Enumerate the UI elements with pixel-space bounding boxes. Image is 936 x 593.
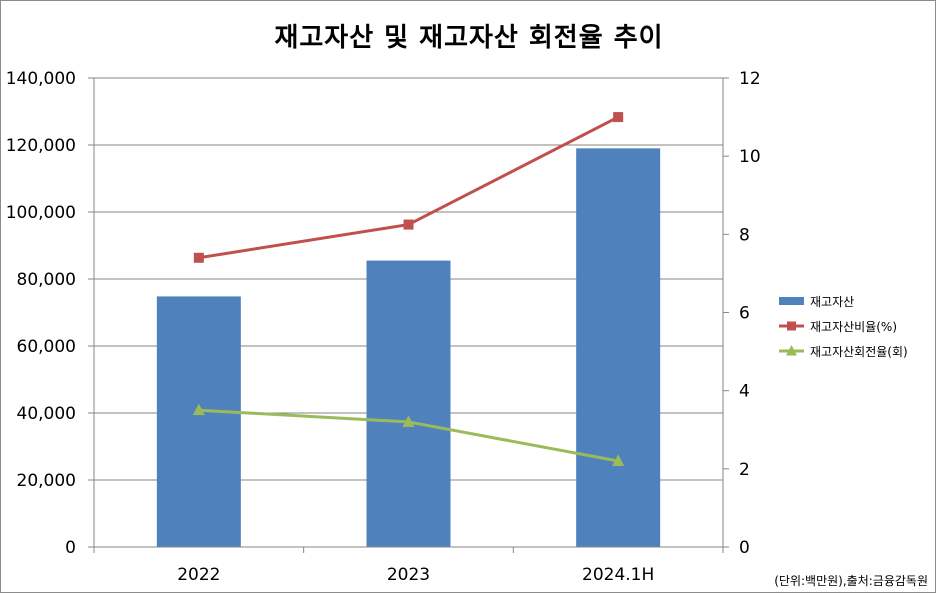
right-axis-tick-label: 10 — [739, 147, 761, 167]
series-line — [198, 115, 619, 260]
square-marker — [613, 112, 624, 123]
legend-label: 재고자산회전율(회) — [810, 345, 908, 359]
line-series — [192, 112, 625, 466]
tick-labels: 0 20,000 40,000 60,000 80,000 100,000 120,000 1… — [6, 69, 761, 585]
left-axis-tick-label: 120,000 — [6, 136, 76, 156]
source-note: (단위:백만원),출처:금융감독원 — [774, 574, 928, 588]
left-axis-tick-label: 80,000 — [17, 270, 76, 290]
bar-series — [156, 148, 661, 547]
right-axis-tick-label: 4 — [739, 382, 750, 402]
triangle-marker — [402, 415, 415, 427]
axes — [88, 77, 729, 553]
left-axis-tick-label: 0 — [65, 538, 76, 558]
right-axis-tick-label: 6 — [739, 304, 750, 324]
legend-swatch-bar — [779, 297, 804, 305]
chart-title: 재고자산 및 재고자산 회전율 추이 — [274, 23, 664, 53]
left-axis-tick-label: 60,000 — [17, 337, 76, 357]
bar — [576, 148, 661, 547]
left-axis-tick-label: 140,000 — [6, 69, 76, 89]
x-axis-tick-label: 2024.1H — [582, 565, 654, 585]
right-axis-tick-label: 8 — [739, 225, 750, 245]
legend-label: 재고자산비율(%) — [810, 320, 897, 334]
x-axis-tick-label: 2023 — [387, 565, 430, 585]
square-marker — [403, 219, 414, 230]
triangle-marker — [612, 454, 625, 466]
right-axis-tick-label: 2 — [739, 460, 750, 480]
legend-label: 재고자산 — [810, 295, 854, 309]
bar — [156, 296, 241, 547]
triangle-marker — [786, 345, 797, 356]
left-axis-tick-label: 40,000 — [17, 404, 76, 424]
left-axis-tick-label: 20,000 — [17, 471, 76, 491]
right-axis-tick-label: 12 — [739, 69, 761, 89]
square-marker — [787, 321, 796, 331]
right-axis-tick-label: 0 — [739, 538, 750, 558]
left-axis-tick-label: 100,000 — [6, 203, 76, 223]
square-marker — [193, 252, 204, 263]
x-axis-tick-label: 2022 — [177, 565, 220, 585]
triangle-marker — [192, 403, 205, 416]
bar — [366, 260, 451, 547]
